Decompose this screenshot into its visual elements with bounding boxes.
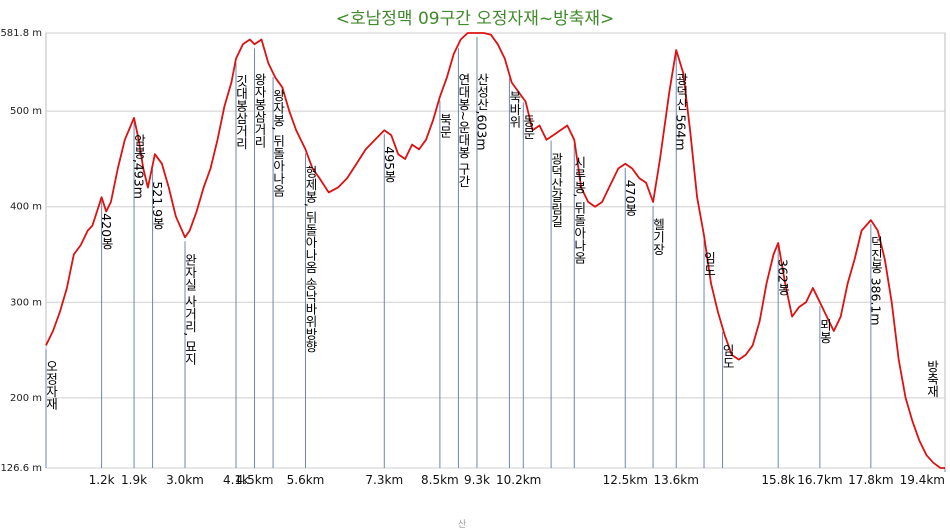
waypoint-droplines	[45, 37, 946, 472]
waypoint-label: 시루봉, 뒤돌아나옴	[572, 156, 587, 264]
x-tick-label: 13.6km	[654, 473, 699, 487]
waypoint-label: 동문	[521, 114, 536, 139]
waypoint-label: 뫼봉	[817, 318, 832, 343]
x-tick-label: 5.6km	[287, 473, 325, 487]
x-tick-label: 1.2k	[89, 473, 115, 487]
y-axis: 581.8 m 500 m 400 m 300 m 200 m 126.6 m	[0, 28, 42, 474]
waypoint-label: 형제봉, 뒤돌아나옴 송낙바위방향	[303, 165, 318, 352]
waypoint-label: 임도	[720, 344, 735, 369]
waypoint-label: 521.9봉	[150, 181, 165, 229]
waypoint-label: 연대봉~운대봉 구간	[456, 73, 471, 187]
x-tick-label: 10.2km	[496, 473, 541, 487]
x-tick-label: 16.7km	[797, 473, 842, 487]
waypoint-label: 왕자봉삼거리	[252, 73, 267, 148]
waypoint-label: 광덕산갈림길	[549, 153, 564, 228]
footer-mark: 산	[458, 519, 466, 530]
x-tick-label: 3.0km	[166, 473, 204, 487]
waypoint-label: 방축재	[925, 360, 940, 398]
waypoint-label: 임도	[702, 251, 717, 276]
y-tick-label: 400 m	[10, 202, 42, 213]
x-tick-label: 9.3k	[464, 473, 490, 487]
waypoint-label: 362봉	[776, 259, 791, 295]
waypoint-label: 산성산,603m	[474, 73, 489, 151]
x-tick-label: 12.5km	[603, 473, 648, 487]
waypoint-label: 495봉	[382, 146, 397, 182]
y-tick-label: 200 m	[10, 393, 42, 404]
waypoint-label: 헬기장	[651, 218, 666, 256]
waypoint-label: 북문	[437, 113, 452, 138]
x-tick-label: 4.1k	[223, 473, 249, 487]
waypoint-label: 470봉	[623, 180, 638, 216]
x-tick-label: 17.8km	[848, 473, 893, 487]
chart-title: <호남정맥 09구간 오정자재~방축재>	[336, 9, 615, 29]
grid	[46, 32, 945, 469]
x-tick-label: 7.3km	[365, 473, 403, 487]
x-tick-label: 1.9k	[121, 473, 147, 487]
waypoint-label: 완자실 사거리, 묘지	[183, 253, 198, 365]
x-tick-label: 15.8k	[761, 473, 795, 487]
y-tick-label: 500 m	[10, 106, 42, 117]
y-tick-label: 581.8 m	[0, 28, 42, 39]
y-tick-label: 300 m	[10, 297, 42, 308]
plot-area	[45, 32, 946, 469]
waypoint-label: 420봉	[99, 213, 114, 249]
y-tick-label: 126.6 m	[0, 463, 42, 474]
x-tick-label: 4.5km	[236, 473, 274, 487]
x-axis: 1.2k 1.9k 3.0km 4.1k4.5km 5.6km 7.3km 8.5km 9.3…	[89, 473, 945, 487]
x-tick-label: 19.4km	[900, 473, 945, 487]
waypoint-label: 왕자봉, 뒤돌아나옴	[271, 89, 286, 197]
waypoint-label: 북바위	[507, 91, 522, 128]
waypoint-label: 깃대봉삼거리	[233, 75, 248, 150]
waypoint-label: 오정자재	[44, 360, 59, 410]
elevation-line	[45, 32, 945, 469]
waypoint-label: 광덕산 564m	[674, 73, 689, 151]
x-tick-label: 8.5km	[421, 473, 459, 487]
waypoint-label: 덕진봉 386.1m	[868, 236, 883, 325]
waypoint-label: 암봉,493m	[132, 134, 147, 199]
